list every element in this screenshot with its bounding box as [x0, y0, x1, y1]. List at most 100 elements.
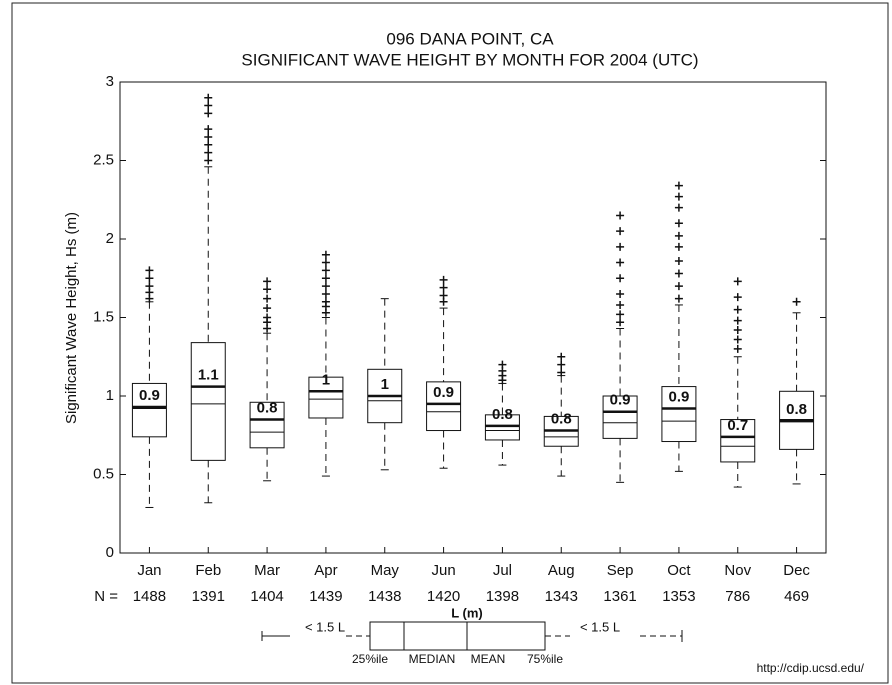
- mean-label: 1.1: [198, 367, 219, 384]
- outlier: [733, 344, 742, 353]
- mean-label: 0.7: [727, 417, 748, 434]
- outlier: [145, 274, 154, 283]
- count: 1361: [603, 588, 636, 605]
- legend-mean-label: MEAN: [471, 652, 506, 666]
- box: [249, 401, 285, 449]
- count: 1439: [309, 588, 342, 605]
- count: 1438: [368, 588, 401, 605]
- box: [720, 419, 756, 463]
- outlier: [498, 360, 507, 369]
- chart-subtitle: SIGNIFICANT WAVE HEIGHT BY MONTH FOR 200…: [241, 50, 698, 69]
- box: [661, 386, 697, 443]
- outlier: [674, 231, 683, 240]
- x-tick-label: Feb: [195, 562, 221, 579]
- outlier: [674, 282, 683, 291]
- legend-whisker-label: < 1.5 L: [305, 619, 345, 634]
- count: 1398: [486, 588, 519, 605]
- legend-box: [369, 621, 546, 651]
- legend-whisker-label: < 1.5 L: [580, 619, 620, 634]
- outlier: [204, 109, 213, 118]
- outlier: [263, 304, 272, 313]
- outlier: [557, 360, 566, 369]
- y-tick-label: 1.5: [93, 308, 114, 325]
- x-tick-label: Nov: [724, 562, 751, 579]
- x-tick-label: Jun: [431, 562, 455, 579]
- box: [484, 414, 520, 441]
- outlier: [733, 277, 742, 286]
- frame: [11, 2, 889, 684]
- legend-q3: 75%ile: [527, 652, 563, 666]
- outlier: [674, 294, 683, 303]
- x-tick-label: Sep: [607, 562, 634, 579]
- outlier: [204, 148, 213, 157]
- outlier: [439, 275, 448, 284]
- outlier: [321, 282, 330, 291]
- box: [308, 376, 344, 419]
- outlier: [204, 125, 213, 134]
- x-tick-label: May: [371, 562, 400, 579]
- outlier: [674, 256, 683, 265]
- outlier: [674, 192, 683, 201]
- box: [602, 395, 638, 439]
- outlier: [733, 293, 742, 302]
- outlier: [674, 242, 683, 251]
- outlier: [616, 211, 625, 220]
- count: 1488: [133, 588, 166, 605]
- count: 1404: [250, 588, 283, 605]
- outlier: [733, 335, 742, 344]
- outlier: [616, 274, 625, 283]
- source: http://cdip.ucsd.edu/: [757, 661, 865, 675]
- outlier: [321, 266, 330, 275]
- outlier: [204, 140, 213, 149]
- chart-title: 096 DANA POINT, CA: [386, 29, 554, 48]
- mean-label: 1: [381, 376, 389, 393]
- outlier: [616, 242, 625, 251]
- outlier: [792, 297, 801, 306]
- x-tick-label: Jul: [493, 562, 512, 579]
- count-label: N =: [94, 588, 118, 605]
- count: 469: [784, 588, 809, 605]
- legend-median-label: MEDIAN: [409, 652, 456, 666]
- y-tick-label: 2.5: [93, 151, 114, 168]
- x-tick-label: Jan: [137, 562, 161, 579]
- outlier: [674, 181, 683, 190]
- outlier: [321, 289, 330, 298]
- mean-label: 0.8: [551, 411, 572, 428]
- mean-label: 1: [322, 371, 330, 388]
- plot-frame: [119, 81, 827, 554]
- outlier: [616, 300, 625, 309]
- x-tick-label: Mar: [254, 562, 280, 579]
- outlier: [616, 227, 625, 236]
- outlier: [616, 318, 625, 327]
- legend-q1: 25%ile: [352, 652, 388, 666]
- outlier: [263, 294, 272, 303]
- outlier: [204, 132, 213, 141]
- count: 1391: [192, 588, 225, 605]
- y-tick-label: 1: [106, 387, 114, 404]
- y-tick-label: 2: [106, 230, 114, 247]
- outlier: [733, 305, 742, 314]
- mean-label: 0.9: [139, 387, 160, 404]
- outlier: [321, 250, 330, 259]
- outlier: [204, 101, 213, 110]
- outlier: [321, 274, 330, 283]
- mean-label: 0.9: [433, 384, 454, 401]
- outlier: [263, 285, 272, 294]
- outlier: [263, 277, 272, 286]
- outlier: [674, 203, 683, 212]
- outlier: [733, 326, 742, 335]
- mean-label: 0.8: [257, 400, 278, 417]
- outlier: [145, 282, 154, 291]
- y-axis-label: Significant Wave Height, Hs (m): [63, 212, 80, 424]
- box: [190, 342, 226, 461]
- box: [131, 382, 167, 438]
- y-tick-label: 0: [106, 544, 114, 561]
- outlier: [439, 291, 448, 300]
- mean-label: 0.8: [492, 406, 513, 423]
- outlier: [674, 269, 683, 278]
- y-tick-label: 3: [106, 73, 114, 90]
- mean-label: 0.9: [610, 392, 631, 409]
- count: 1420: [427, 588, 460, 605]
- outlier: [616, 310, 625, 319]
